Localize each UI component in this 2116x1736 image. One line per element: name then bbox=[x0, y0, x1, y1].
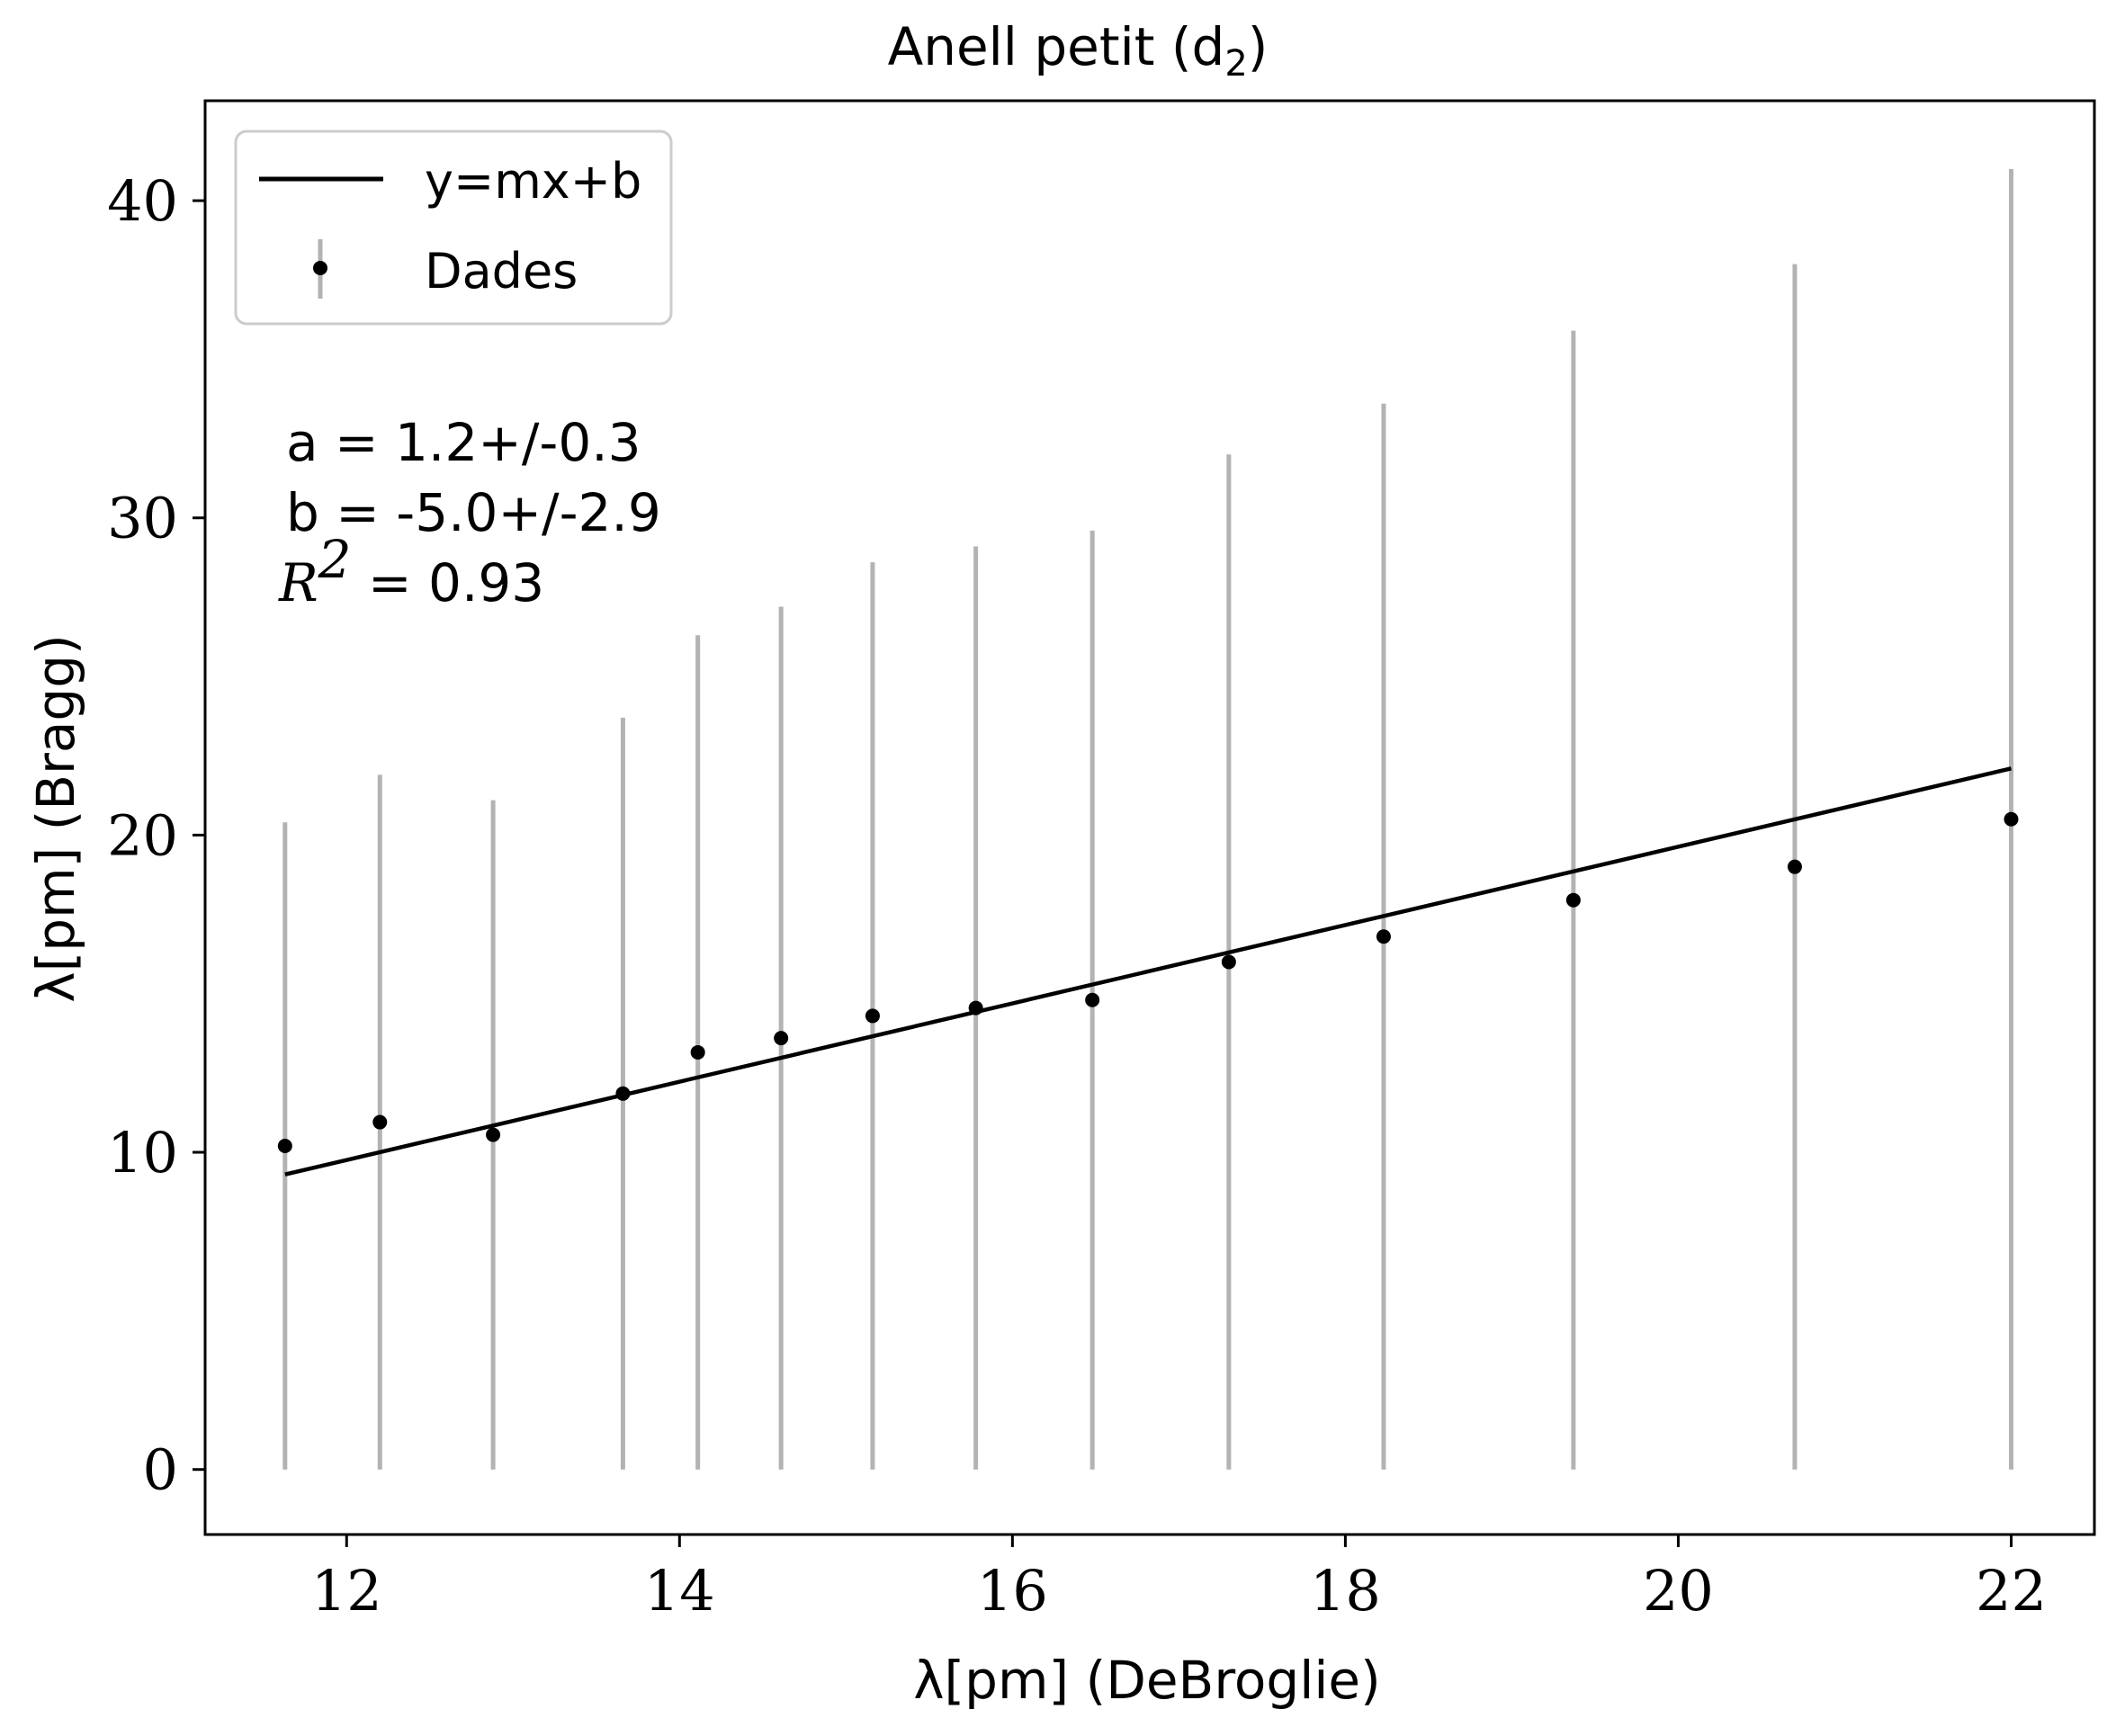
data-point bbox=[968, 1000, 983, 1016]
annotation-b: b = -5.0+/-2.9 bbox=[286, 482, 661, 543]
y-axis-label: λ[pm] (Bragg) bbox=[25, 634, 86, 1002]
data-point bbox=[1221, 954, 1236, 970]
fit-line bbox=[284, 766, 2013, 1177]
data-points bbox=[277, 811, 2019, 1153]
y-tick-label: 10 bbox=[107, 1120, 178, 1186]
data-point bbox=[615, 1086, 631, 1101]
y-axis-ticks: 0 10 20 30 40 bbox=[107, 168, 205, 1503]
data-point bbox=[2004, 811, 2019, 827]
data-point bbox=[486, 1127, 501, 1142]
y-tick-label: 40 bbox=[107, 168, 178, 234]
data-point bbox=[372, 1114, 388, 1130]
x-axis-label: λ[pm] (DeBroglie) bbox=[913, 1650, 1381, 1711]
x-tick-label: 14 bbox=[644, 1558, 715, 1624]
data-point bbox=[277, 1138, 292, 1153]
data-point bbox=[1376, 929, 1391, 944]
legend-point-swatch bbox=[313, 261, 327, 275]
errorbars bbox=[282, 168, 2013, 1470]
x-tick-label: 18 bbox=[1310, 1558, 1381, 1624]
fit-line-group bbox=[284, 766, 2013, 1177]
data-point bbox=[690, 1044, 705, 1060]
legend-label-data: Dades bbox=[425, 243, 578, 300]
y-tick-label: 30 bbox=[107, 486, 178, 551]
x-axis-ticks: 12 14 16 18 20 22 bbox=[311, 1535, 2047, 1624]
y-tick-label: 20 bbox=[107, 802, 178, 868]
annotation-r2: R2 = 0.93 bbox=[278, 529, 544, 613]
data-point bbox=[1565, 892, 1581, 908]
plot-area-frame bbox=[203, 99, 2096, 1536]
data-point bbox=[774, 1031, 789, 1046]
x-tick-label: 16 bbox=[977, 1558, 1048, 1624]
x-tick-label: 22 bbox=[1976, 1558, 2047, 1624]
data-point bbox=[865, 1008, 880, 1024]
legend: y=mx+b Dades bbox=[234, 130, 673, 326]
x-tick-label: 12 bbox=[311, 1558, 382, 1624]
y-tick-label: 0 bbox=[143, 1437, 178, 1503]
data-point bbox=[1085, 992, 1100, 1007]
x-tick-label: 20 bbox=[1643, 1558, 1714, 1624]
legend-label-fit: y=mx+b bbox=[425, 153, 641, 210]
chart-title: Anell petit (d2) bbox=[888, 16, 1269, 85]
data-point bbox=[1787, 859, 1802, 874]
annotation-a: a = 1.2+/-0.3 bbox=[286, 412, 641, 473]
